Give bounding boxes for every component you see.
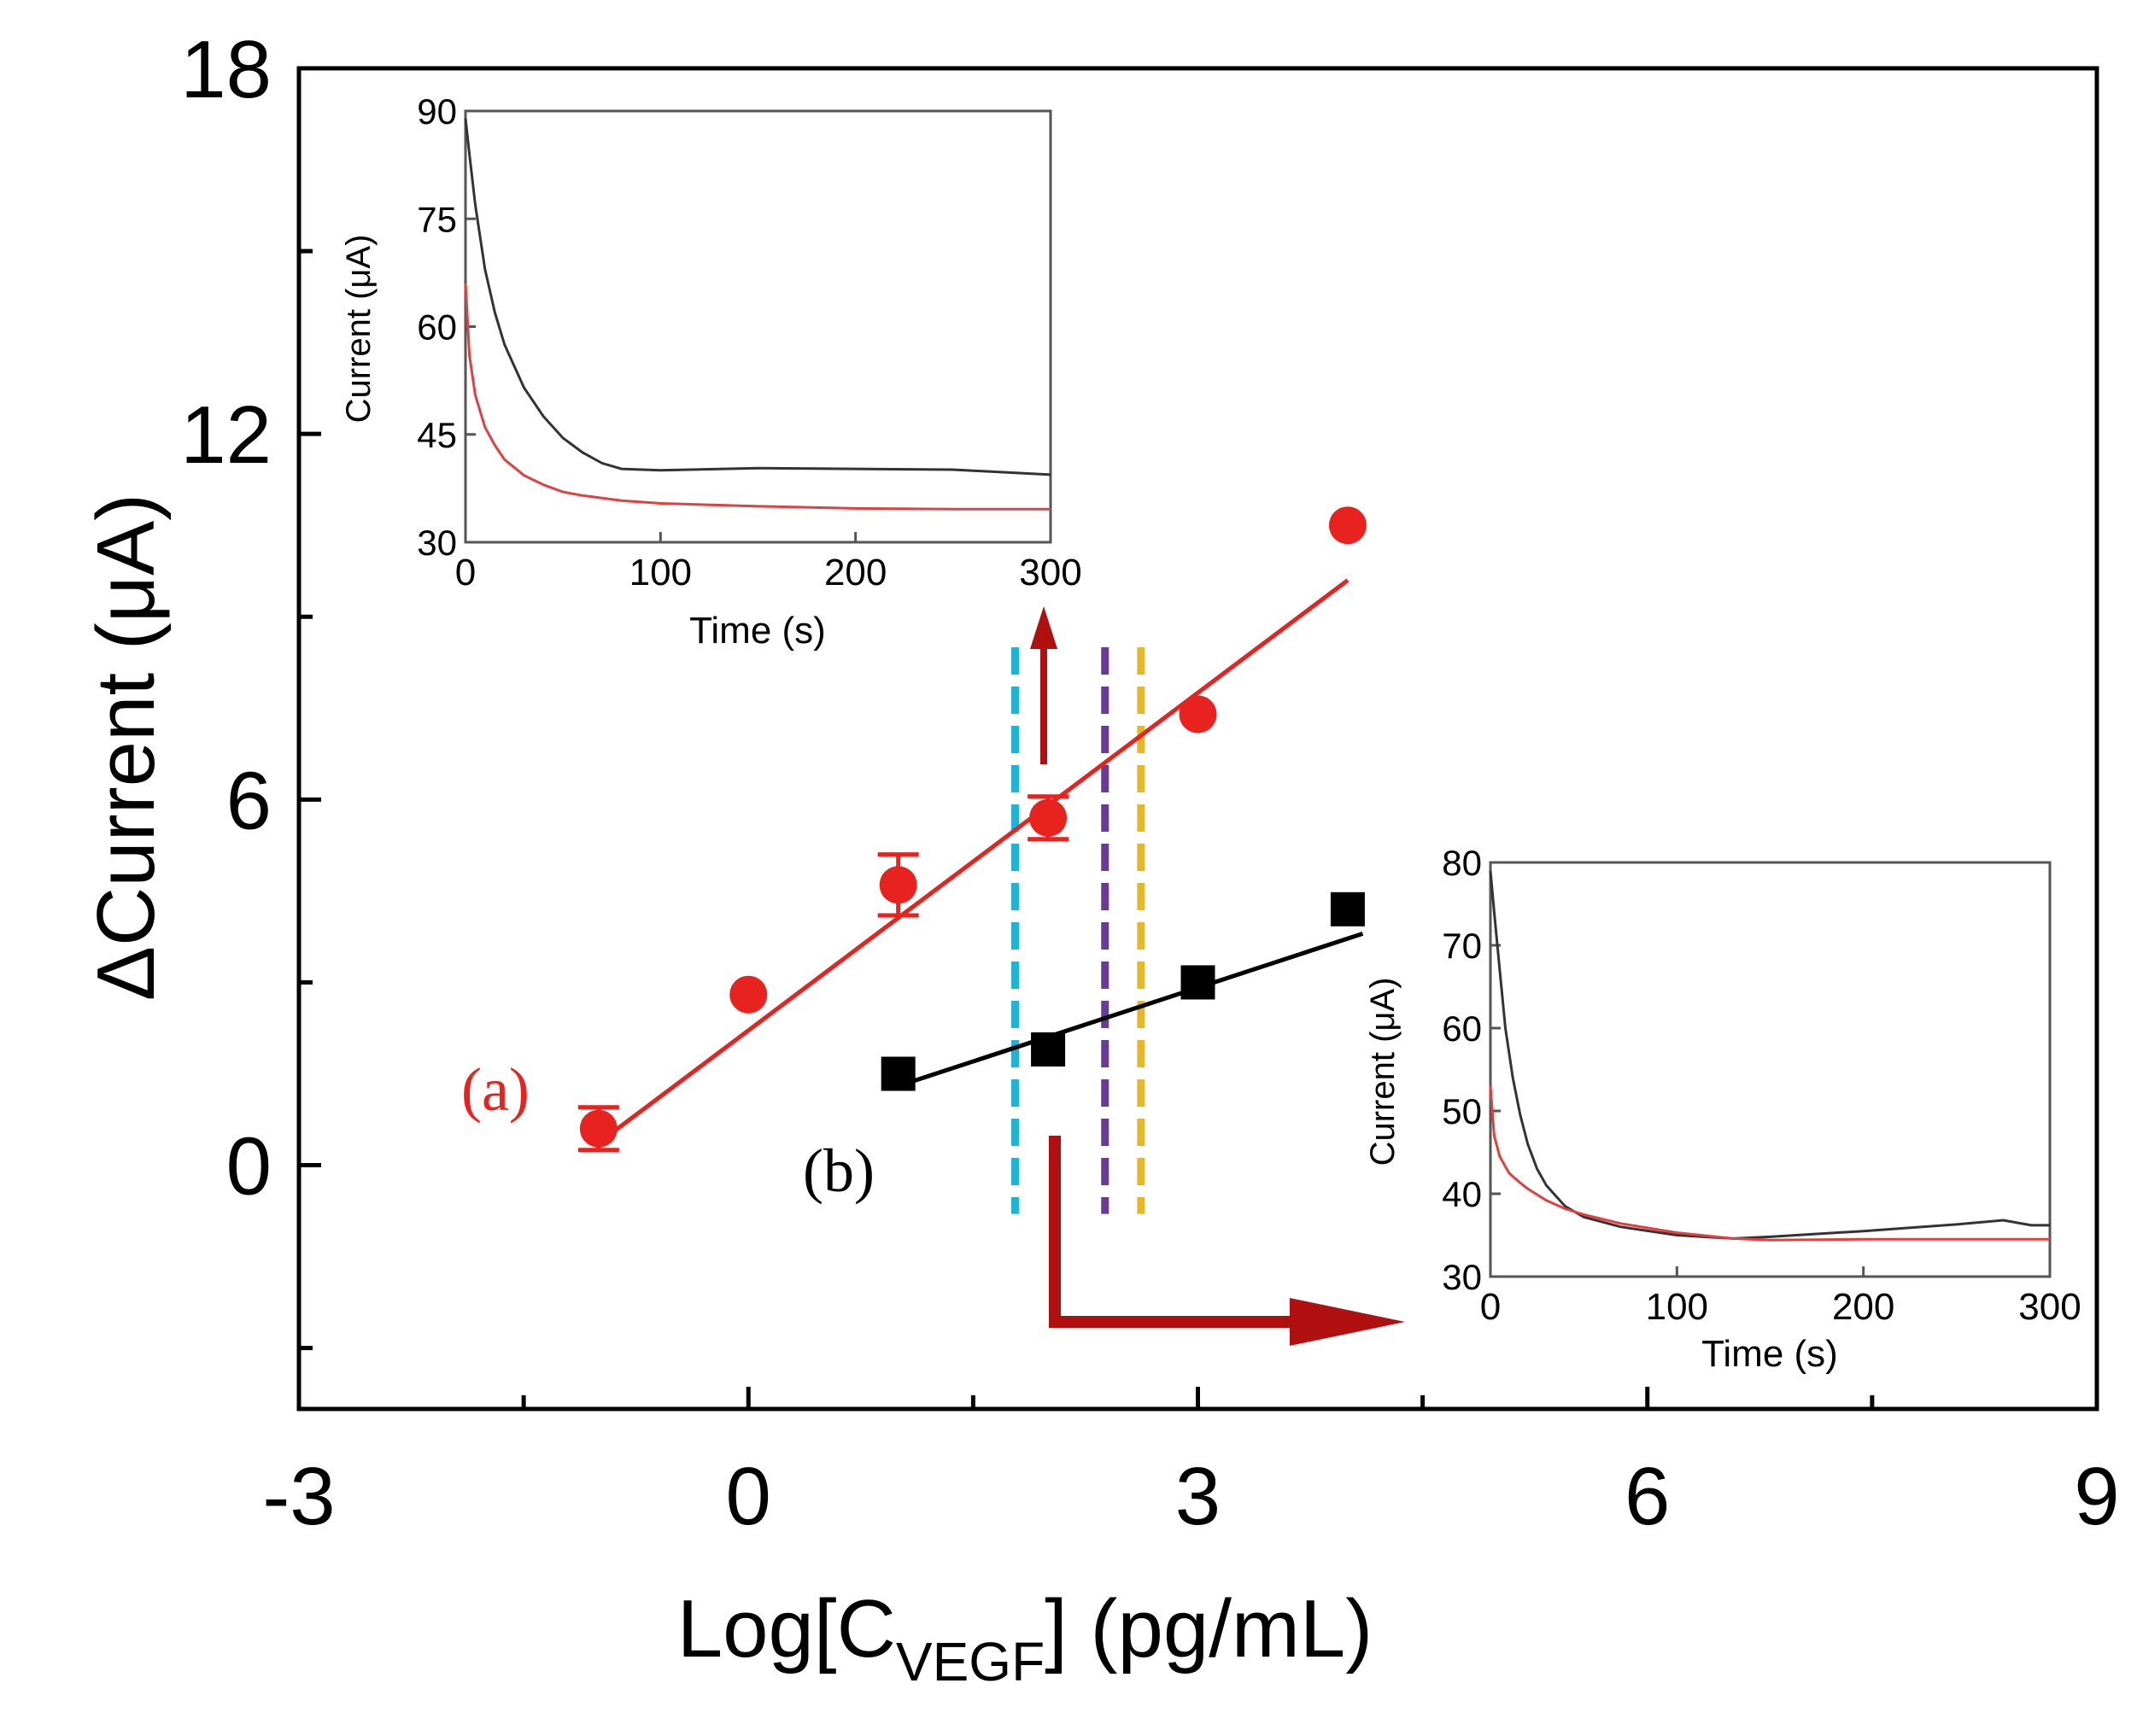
x-tick-label: -3 xyxy=(262,1451,335,1542)
y-tick-label: 12 xyxy=(180,389,272,481)
y-tick-label: 6 xyxy=(226,755,272,846)
fit-lines xyxy=(612,578,1364,1134)
data-point-b xyxy=(1180,965,1215,1000)
data-markers xyxy=(579,506,1367,1148)
x-tick-label: 3 xyxy=(1175,1451,1221,1542)
inset-bottom-y-tick-label: 30 xyxy=(1442,1257,1482,1297)
inset-top-chart: 0 100 200 300 30 45 60 75 90 Current (μA) Time (… xyxy=(340,91,1082,652)
data-point-b xyxy=(1031,1032,1066,1067)
fit-line-a xyxy=(612,578,1350,1134)
y-tick-label: 18 xyxy=(180,24,272,115)
inset-bottom-x-tick-label: 0 xyxy=(1480,1286,1501,1328)
inset-bottom-x-tick-label: 300 xyxy=(2018,1286,2081,1328)
series-b-label: (b) xyxy=(803,1137,875,1205)
inset-bottom-lines xyxy=(1489,870,2050,1242)
inset-bottom-y-tick-label: 70 xyxy=(1442,926,1482,966)
inset-top-ticks: 0 100 200 300 30 45 60 75 90 xyxy=(417,91,1081,593)
inset-bottom-y-tick-label: 80 xyxy=(1442,843,1482,883)
inset-top-y-tick-label: 30 xyxy=(417,523,457,563)
inset-bottom-frame xyxy=(1489,861,2052,1278)
x-label-suffix: ] (pg/mL) xyxy=(1045,1583,1373,1675)
inset-top-x-tick-label: 200 xyxy=(824,552,887,593)
inset-bottom-x-tick-label: 200 xyxy=(1832,1286,1894,1328)
inset-bottom-x-axis-label: Time (s) xyxy=(1701,1333,1838,1375)
inset-bottom-y-tick-label: 50 xyxy=(1442,1091,1482,1131)
inset-top-lines xyxy=(464,118,1051,511)
x-tick-label: 9 xyxy=(2074,1451,2119,1542)
inset-top-y-axis-label: Current (μA) xyxy=(340,235,378,424)
inset-top-x-tick-label: 300 xyxy=(1019,552,1081,593)
inset-bottom-line-red xyxy=(1489,1085,2050,1242)
inset-top-line-red xyxy=(464,283,1051,511)
inset-top-frame xyxy=(464,109,1052,544)
data-point-a xyxy=(1029,798,1068,837)
data-point-b xyxy=(1330,891,1365,926)
main-ticks xyxy=(296,66,2099,1409)
arrow-right-head xyxy=(1290,1298,1405,1346)
threshold-lines xyxy=(1010,646,1145,1214)
x-tick-label: 0 xyxy=(726,1451,771,1542)
inset-bottom-y-axis-label: Current (μA) xyxy=(1364,978,1402,1166)
series-a-label: (a) xyxy=(461,1055,530,1124)
arrow-up-head xyxy=(1030,606,1057,649)
data-point-b xyxy=(881,1056,916,1091)
inset-bottom-ticks: 0 100 200 300 30 40 50 60 70 80 xyxy=(1442,843,2081,1328)
inset-bottom-y-tick-label: 60 xyxy=(1442,1008,1482,1049)
data-point-a xyxy=(579,1109,618,1148)
inset-top-line-black xyxy=(464,118,1051,476)
data-point-a xyxy=(879,866,917,904)
inset-top-x-axis-label: Time (s) xyxy=(689,610,826,652)
callout-arrows xyxy=(1030,606,1405,1346)
inset-top-x-tick-label: 0 xyxy=(455,552,476,593)
main-x-axis-label: Log[CVEGF] (pg/mL) xyxy=(677,1583,1373,1692)
inset-top-y-tick-label: 90 xyxy=(417,91,457,132)
arrow-right-shaft xyxy=(1049,1136,1315,1328)
inset-bottom-chart: 0 100 200 300 30 40 50 60 70 80 Current (μA) Time… xyxy=(1364,843,2081,1375)
x-tick-label: 6 xyxy=(1625,1451,1670,1542)
x-label-prefix: Log[C xyxy=(677,1583,896,1675)
inset-top-y-tick-label: 60 xyxy=(417,307,457,348)
main-y-axis-label: ΔCurrent (μA) xyxy=(80,494,172,1001)
inset-top-x-tick-label: 100 xyxy=(629,552,692,593)
x-label-subscript: VEGF xyxy=(896,1631,1045,1692)
inset-bottom-y-tick-label: 40 xyxy=(1442,1174,1482,1214)
inset-top-y-tick-label: 45 xyxy=(417,415,457,455)
inset-bottom-x-tick-label: 100 xyxy=(1646,1286,1708,1328)
error-bars xyxy=(577,794,1069,1153)
data-point-a xyxy=(1179,695,1217,734)
data-point-a xyxy=(729,975,768,1014)
data-point-a xyxy=(1328,506,1367,545)
fit-line-b xyxy=(897,931,1364,1089)
inset-top-y-tick-label: 75 xyxy=(417,199,457,239)
y-tick-label: 0 xyxy=(226,1121,272,1213)
